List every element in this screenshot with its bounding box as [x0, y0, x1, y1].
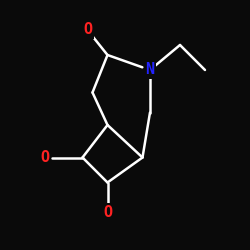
Text: N: N	[146, 62, 154, 78]
Text: O: O	[103, 205, 112, 220]
Text: O: O	[40, 150, 50, 165]
Text: O: O	[83, 22, 92, 38]
